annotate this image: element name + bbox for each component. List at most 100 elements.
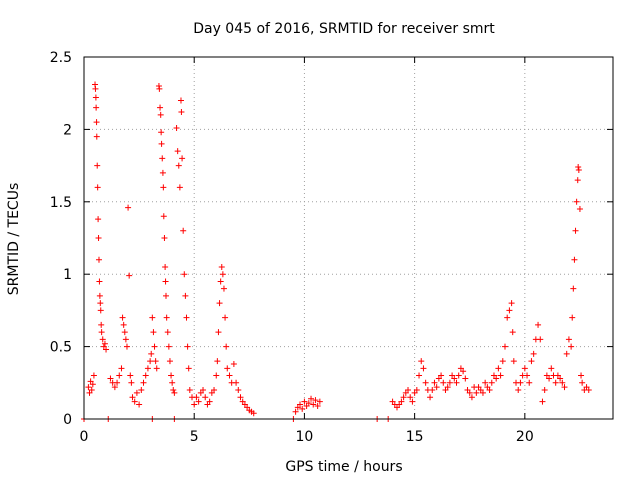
data-point-0-92 bbox=[179, 155, 186, 162]
data-point-0-202 bbox=[510, 358, 517, 365]
data-point-0-142 bbox=[310, 401, 317, 408]
data-point-0-91 bbox=[178, 109, 185, 116]
data-point-0-195 bbox=[497, 372, 504, 379]
data-point-0-118 bbox=[220, 285, 227, 292]
data-point-0-54 bbox=[140, 379, 147, 386]
data-point-0-196 bbox=[499, 358, 506, 365]
data-point-0-40 bbox=[119, 314, 126, 321]
data-point-0-94 bbox=[181, 271, 188, 278]
data-point-0-198 bbox=[504, 314, 511, 321]
y-tick-label-4: 2 bbox=[63, 122, 72, 138]
data-point-0-90 bbox=[177, 97, 184, 104]
data-point-0-89 bbox=[176, 184, 183, 191]
data-point-0-101 bbox=[191, 401, 198, 408]
data-point-0-153 bbox=[405, 387, 412, 394]
data-point-0-242 bbox=[585, 387, 592, 394]
data-point-0-163 bbox=[427, 394, 434, 401]
data-point-0-229 bbox=[569, 314, 576, 321]
x-tick-label-2: 10 bbox=[296, 429, 314, 445]
data-point-0-233 bbox=[573, 198, 580, 205]
y-tick-label-3: 1.5 bbox=[50, 195, 72, 211]
data-point-0-221 bbox=[552, 379, 559, 386]
data-point-0-37 bbox=[114, 379, 121, 386]
data-point-0-160 bbox=[420, 365, 427, 372]
data-point-0-187 bbox=[479, 389, 486, 396]
data-point-0-14 bbox=[92, 85, 99, 92]
data-point-0-127 bbox=[237, 394, 244, 401]
data-point-0-140 bbox=[305, 400, 312, 407]
data-point-0-55 bbox=[142, 372, 149, 379]
data-point-0-38 bbox=[116, 372, 123, 379]
data-point-0-184 bbox=[473, 389, 480, 396]
data-point-0-178 bbox=[460, 368, 467, 375]
data-point-0-175 bbox=[453, 379, 460, 386]
data-point-0-80 bbox=[165, 343, 172, 350]
data-point-0-236 bbox=[575, 166, 582, 173]
data-point-0-197 bbox=[501, 343, 508, 350]
data-point-0-200 bbox=[508, 300, 515, 307]
data-point-0-151 bbox=[400, 394, 407, 401]
data-point-0-164 bbox=[429, 387, 436, 394]
data-point-0-86 bbox=[173, 124, 180, 131]
data-point-0-17 bbox=[93, 119, 100, 126]
data-point-0-88 bbox=[175, 162, 182, 169]
data-point-0-65 bbox=[156, 85, 163, 92]
data-point-0-12 bbox=[90, 372, 97, 379]
data-point-0-51 bbox=[133, 389, 140, 396]
data-point-0-97 bbox=[184, 343, 191, 350]
data-point-0-228 bbox=[568, 343, 575, 350]
data-point-0-30 bbox=[99, 336, 106, 343]
data-point-0-218 bbox=[546, 375, 553, 382]
data-point-0-24 bbox=[96, 278, 103, 285]
data-point-0-47 bbox=[127, 372, 134, 379]
data-point-0-76 bbox=[162, 278, 169, 285]
data-point-0-26 bbox=[97, 300, 104, 307]
data-point-0-46 bbox=[126, 272, 133, 279]
data-point-0-77 bbox=[162, 292, 169, 299]
data-point-0-99 bbox=[186, 387, 193, 394]
data-point-0-214 bbox=[537, 336, 544, 343]
data-point-0-115 bbox=[217, 278, 224, 285]
data-point-0-43 bbox=[122, 336, 129, 343]
data-point-0-117 bbox=[219, 271, 226, 278]
data-point-0-119 bbox=[222, 314, 229, 321]
data-point-0-16 bbox=[93, 104, 100, 111]
data-point-0-208 bbox=[524, 372, 531, 379]
data-point-0-138 bbox=[301, 398, 308, 405]
data-point-0-48 bbox=[128, 379, 135, 386]
data-point-0-116 bbox=[218, 263, 225, 270]
data-point-0-210 bbox=[528, 358, 535, 365]
data-point-0-124 bbox=[230, 360, 237, 367]
data-points bbox=[81, 81, 592, 422]
data-point-0-188 bbox=[482, 379, 489, 386]
data-point-0-234 bbox=[574, 177, 581, 184]
data-point-0-39 bbox=[118, 365, 125, 372]
data-point-0-59 bbox=[149, 314, 156, 321]
data-point-0-60 bbox=[150, 329, 157, 336]
data-point-0-42 bbox=[121, 329, 128, 336]
data-point-0-235 bbox=[575, 164, 582, 171]
data-point-0-141 bbox=[308, 395, 315, 402]
x-tick-label-0: 0 bbox=[80, 429, 89, 445]
data-point-0-231 bbox=[571, 256, 578, 263]
data-point-0-168 bbox=[438, 372, 445, 379]
data-point-0-73 bbox=[160, 213, 167, 220]
data-point-0-191 bbox=[488, 379, 495, 386]
data-point-0-84 bbox=[170, 387, 177, 394]
data-point-0-27 bbox=[97, 307, 104, 314]
data-point-0-33 bbox=[103, 346, 110, 353]
data-point-0-238 bbox=[578, 372, 585, 379]
data-point-0-15 bbox=[92, 94, 99, 101]
data-point-0-226 bbox=[563, 350, 570, 357]
data-point-0-157 bbox=[413, 387, 420, 394]
data-point-0-174 bbox=[451, 375, 458, 382]
data-point-0-112 bbox=[214, 358, 221, 365]
data-point-0-133 bbox=[250, 410, 257, 417]
data-point-0-143 bbox=[312, 397, 319, 404]
data-point-0-120 bbox=[223, 343, 230, 350]
data-point-0-34 bbox=[107, 375, 114, 382]
data-point-0-23 bbox=[95, 256, 102, 263]
data-point-0-62 bbox=[152, 358, 159, 365]
data-point-0-207 bbox=[521, 365, 528, 372]
